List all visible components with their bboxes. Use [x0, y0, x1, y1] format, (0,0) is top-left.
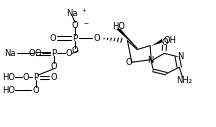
Text: O: O — [35, 49, 41, 58]
Polygon shape — [152, 39, 162, 46]
Text: N: N — [147, 57, 153, 65]
Text: P: P — [33, 73, 38, 82]
Text: HO: HO — [112, 22, 125, 31]
Text: −: − — [83, 20, 88, 25]
Text: O: O — [72, 21, 78, 30]
Text: O: O — [72, 46, 78, 55]
Text: O: O — [161, 38, 168, 47]
Text: O: O — [126, 58, 132, 67]
Text: O: O — [50, 62, 57, 70]
Text: O: O — [22, 73, 29, 82]
Text: P: P — [51, 49, 56, 58]
Text: O: O — [29, 49, 35, 58]
Text: O: O — [50, 73, 57, 82]
Text: O: O — [66, 49, 72, 58]
Text: Na: Na — [4, 49, 16, 58]
Polygon shape — [116, 29, 137, 48]
Text: HO: HO — [2, 73, 15, 82]
Text: OH: OH — [163, 36, 176, 45]
Text: O: O — [32, 86, 39, 95]
Text: HO: HO — [2, 86, 15, 95]
Text: Na: Na — [67, 9, 78, 18]
Text: O: O — [94, 34, 100, 43]
Text: P: P — [73, 34, 78, 43]
Text: N: N — [177, 52, 183, 61]
Text: O: O — [50, 34, 56, 43]
Text: +: + — [82, 8, 87, 13]
Text: NH₂: NH₂ — [176, 76, 192, 84]
